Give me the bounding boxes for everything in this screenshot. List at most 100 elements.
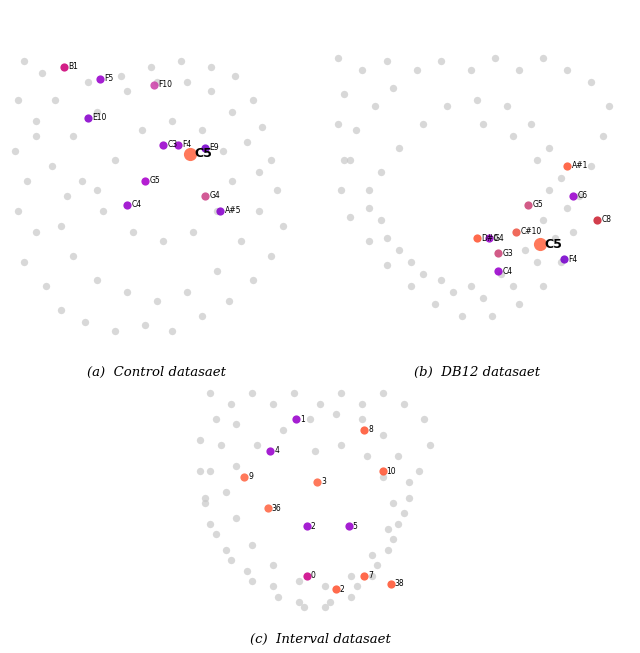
Point — [493, 266, 503, 276]
Point — [381, 56, 392, 66]
Point — [218, 146, 228, 156]
Text: E9: E9 — [209, 143, 219, 152]
Point — [122, 86, 132, 96]
Point — [92, 185, 102, 195]
Point — [346, 592, 356, 602]
Point — [224, 296, 234, 306]
Point — [302, 571, 312, 581]
Point — [378, 388, 388, 398]
Point — [254, 206, 264, 216]
Text: C4: C4 — [502, 266, 513, 276]
Point — [31, 227, 42, 237]
Point — [320, 581, 330, 592]
Point — [13, 206, 24, 216]
Point — [92, 106, 102, 117]
Point — [122, 200, 132, 210]
Point — [523, 200, 533, 210]
Text: 36: 36 — [271, 503, 282, 513]
Point — [56, 221, 66, 231]
Point — [312, 477, 323, 487]
Point — [562, 161, 572, 171]
Point — [556, 172, 566, 183]
Point — [13, 95, 24, 105]
Point — [424, 440, 435, 451]
Point — [346, 212, 356, 222]
Point — [273, 592, 284, 602]
Point — [231, 419, 241, 430]
Point — [140, 320, 150, 330]
Point — [231, 513, 241, 524]
Point — [351, 125, 362, 135]
Point — [146, 61, 156, 72]
Point — [278, 424, 289, 435]
Point — [152, 296, 162, 306]
Point — [315, 398, 325, 409]
Point — [211, 529, 221, 539]
Text: C4: C4 — [131, 200, 141, 210]
Point — [31, 131, 42, 141]
Point — [252, 440, 262, 451]
Point — [550, 232, 560, 243]
Point — [266, 155, 276, 165]
Point — [406, 257, 416, 267]
Point — [406, 281, 416, 291]
Text: 2: 2 — [311, 522, 316, 531]
Text: C5: C5 — [545, 238, 563, 251]
Point — [109, 326, 120, 336]
Point — [376, 215, 386, 225]
Point — [381, 260, 392, 270]
Point — [333, 118, 344, 129]
Point — [157, 140, 168, 150]
Point — [19, 56, 29, 66]
Point — [514, 299, 524, 310]
Point — [393, 518, 403, 529]
Point — [176, 56, 186, 66]
Point — [544, 142, 554, 153]
Point — [339, 88, 349, 99]
Text: A#1: A#1 — [572, 161, 588, 170]
Point — [346, 155, 356, 165]
Point — [212, 266, 222, 276]
Point — [200, 498, 210, 508]
Point — [404, 492, 414, 503]
Point — [152, 76, 162, 87]
Point — [568, 227, 578, 237]
Point — [490, 52, 500, 63]
Text: E10: E10 — [92, 113, 106, 122]
Point — [262, 503, 273, 513]
Point — [404, 477, 414, 487]
Point — [381, 232, 392, 243]
Point — [182, 76, 192, 87]
Point — [247, 539, 257, 550]
Point — [200, 142, 210, 153]
Text: F4: F4 — [568, 255, 578, 264]
Point — [544, 185, 554, 195]
Point — [604, 101, 614, 111]
Point — [414, 466, 424, 477]
Point — [496, 269, 506, 279]
Point — [388, 498, 398, 508]
Point — [195, 466, 205, 477]
Text: 38: 38 — [394, 579, 404, 588]
Point — [173, 140, 183, 150]
Point — [383, 524, 393, 534]
Text: D#0: D#0 — [481, 234, 499, 242]
Point — [248, 275, 258, 285]
Point — [216, 440, 226, 451]
Point — [95, 73, 105, 84]
Point — [200, 191, 210, 201]
Point — [205, 388, 216, 398]
Point — [472, 95, 482, 105]
Point — [429, 299, 440, 310]
Point — [67, 251, 77, 261]
Point — [367, 571, 378, 581]
Text: 2: 2 — [340, 584, 344, 594]
Point — [364, 185, 374, 195]
Point — [188, 227, 198, 237]
Point — [205, 466, 216, 477]
Point — [248, 95, 258, 105]
Text: C3: C3 — [167, 140, 177, 150]
Point — [336, 388, 346, 398]
Point — [493, 248, 503, 259]
Point — [378, 430, 388, 440]
